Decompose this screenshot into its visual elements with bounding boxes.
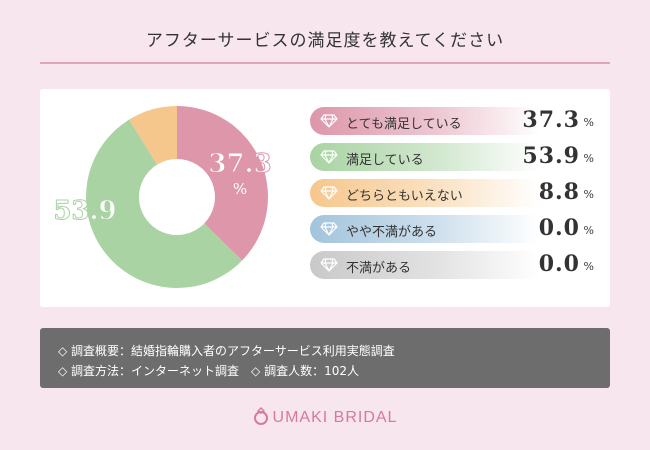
slice-2 (86, 119, 243, 288)
legend-swatch (310, 107, 540, 135)
brand-name: UMAKI BRIDAL (272, 409, 398, 426)
survey-method: ◇ 調査方法：インターネット調査 ◇ 調査人数：102人 (58, 364, 359, 378)
survey-overview: ◇ 調査概要：結婚指輪購入者のアフターサービス利用実態調査 (58, 344, 395, 358)
legend-label: やや不満がある (346, 225, 438, 240)
diamond-icon (320, 114, 338, 128)
slice-label-2: 53.9 (53, 196, 116, 226)
legend-label: とても満足している (346, 117, 462, 132)
legend-swatch (310, 143, 540, 171)
legend-value: 37.3 (522, 107, 580, 133)
legend-value: 0.0 (538, 215, 580, 241)
legend-label: 不満がある (346, 261, 412, 276)
diamond-icon (320, 222, 338, 236)
legend-unit: % (583, 260, 594, 273)
diamond-icon (320, 186, 338, 200)
ring-icon (253, 407, 268, 425)
legend-row-2: 満足している 53.9% (310, 143, 600, 171)
legend-label: どちらともいえない (346, 189, 463, 204)
slice-unit-1: % (233, 180, 247, 198)
brand-logo: UMAKI BRIDAL (0, 407, 650, 427)
chart-title: アフターサービスの満足度を教えてください (145, 31, 505, 51)
slice-unit-2: % (78, 227, 92, 245)
legend-unit: % (583, 116, 594, 129)
slice-3 (129, 106, 177, 165)
legend-unit: % (583, 224, 594, 237)
slice-1 (177, 106, 268, 261)
legend-swatch (310, 215, 540, 243)
legend-swatch (310, 179, 540, 207)
legend-row-3: どちらともいえない 8.8% (310, 179, 600, 207)
legend-label: 満足している (346, 153, 424, 168)
diamond-icon (320, 150, 338, 164)
legend-row-5: 不満がある 0.0% (310, 251, 600, 279)
legend-value: 0.0 (538, 251, 580, 277)
legend-row-4: やや不満がある 0.0% (310, 215, 600, 243)
legend: とても満足している 37.3% 満足している 53.9% どちらともいえない 8.8% やや… (310, 107, 600, 287)
legend-value: 8.8 (538, 179, 580, 205)
chart-panel: 37.3% 53.9% とても満足している 37.3% 満足している 53.9% どちらと… (40, 89, 610, 307)
donut-chart: 37.3%53.9% (53, 106, 272, 288)
legend-swatch (310, 251, 540, 279)
legend-unit: % (583, 152, 594, 165)
legend-unit: % (583, 188, 594, 201)
survey-notes: ◇ 調査概要：結婚指輪購入者のアフターサービス利用実態調査 ◇ 調査方法：インタ… (40, 328, 610, 388)
legend-row-1: とても満足している 37.3% (310, 107, 600, 135)
legend-value: 53.9 (522, 143, 580, 169)
title-divider (40, 62, 610, 64)
diamond-icon (320, 258, 338, 272)
slice-label-1: 37.3 (208, 149, 271, 179)
